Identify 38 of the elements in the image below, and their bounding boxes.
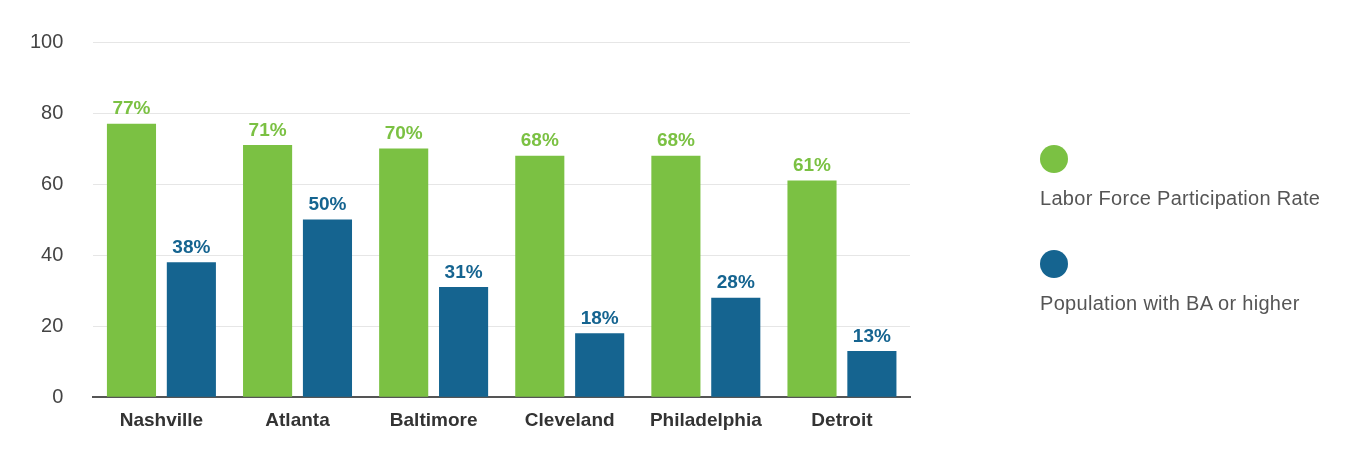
x-tick-label: Philadelphia	[649, 408, 763, 430]
bar	[651, 155, 701, 397]
y-tick-label: 60	[41, 171, 64, 194]
data-label: 50%	[308, 193, 347, 215]
x-tick-label: Detroit	[811, 408, 874, 430]
y-tick-label: 80	[41, 100, 64, 123]
data-label: 77%	[112, 97, 151, 119]
bar	[575, 333, 625, 397]
bar	[302, 219, 353, 397]
bar	[166, 262, 216, 397]
bar	[711, 297, 761, 397]
data-label: 13%	[852, 324, 892, 346]
data-label: 18%	[580, 307, 619, 328]
y-tick-label: 0	[52, 384, 64, 407]
data-label: 28%	[716, 271, 755, 293]
bar	[439, 287, 489, 397]
data-label: 71%	[248, 118, 287, 140]
data-label: 68%	[656, 129, 696, 151]
bar	[847, 351, 897, 397]
y-tick-label: 100	[29, 29, 64, 52]
x-tick-label: Cleveland	[524, 408, 615, 430]
legend-label: Labor Force Participation Rate	[1040, 187, 1321, 209]
data-label: 31%	[444, 260, 483, 282]
legend-label: Population with BA or higher	[1040, 292, 1300, 314]
bar	[379, 148, 429, 397]
data-label: 70%	[384, 122, 423, 144]
bar	[787, 180, 837, 397]
y-tick-label: 20	[41, 313, 64, 336]
data-label: 68%	[520, 129, 559, 151]
data-label: 38%	[172, 235, 211, 257]
bar	[515, 155, 565, 397]
y-tick-label: 40	[41, 242, 64, 265]
data-label: 61%	[792, 154, 832, 176]
x-tick-label: Baltimore	[389, 408, 478, 430]
bar	[243, 145, 293, 397]
x-tick-label: Nashville	[119, 408, 204, 430]
x-tick-label: Atlanta	[265, 408, 331, 430]
bar	[106, 123, 157, 397]
